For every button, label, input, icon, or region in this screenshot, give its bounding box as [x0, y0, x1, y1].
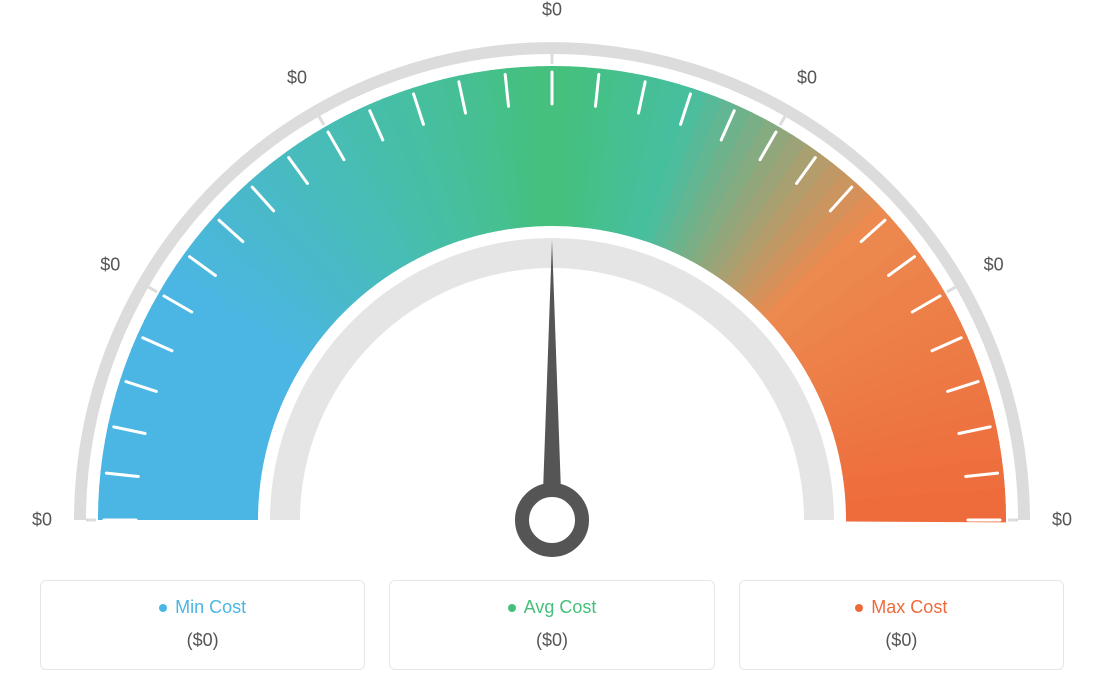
gauge-tick-label: $0	[32, 510, 52, 531]
gauge-chart: $0 $0 $0 $0 $0 $0 $0	[0, 0, 1104, 550]
gauge-svg	[0, 0, 1104, 560]
cost-gauge-infographic: $0 $0 $0 $0 $0 $0 $0 Min Cost ($0) Avg Cost ($…	[0, 0, 1104, 690]
legend-label-row: Min Cost	[51, 597, 354, 618]
legend-value-min: ($0)	[51, 630, 354, 651]
legend-label-max: Max Cost	[871, 597, 947, 618]
legend-label-row: Max Cost	[750, 597, 1053, 618]
legend-value-max: ($0)	[750, 630, 1053, 651]
gauge-tick-label: $0	[542, 0, 562, 21]
legend-card-max: Max Cost ($0)	[739, 580, 1064, 670]
legend-label-avg: Avg Cost	[524, 597, 597, 618]
legend-dot-max	[855, 604, 863, 612]
legend-card-min: Min Cost ($0)	[40, 580, 365, 670]
gauge-tick-label: $0	[984, 255, 1004, 276]
gauge-tick-label: $0	[797, 68, 817, 89]
legend-row: Min Cost ($0) Avg Cost ($0) Max Cost ($0…	[40, 580, 1064, 670]
legend-label-row: Avg Cost	[400, 597, 703, 618]
gauge-tick-label: $0	[287, 68, 307, 89]
legend-dot-avg	[508, 604, 516, 612]
legend-value-avg: ($0)	[400, 630, 703, 651]
gauge-tick-label: $0	[1052, 510, 1072, 531]
legend-card-avg: Avg Cost ($0)	[389, 580, 714, 670]
legend-dot-min	[159, 604, 167, 612]
gauge-tick-label: $0	[100, 255, 120, 276]
legend-label-min: Min Cost	[175, 597, 246, 618]
